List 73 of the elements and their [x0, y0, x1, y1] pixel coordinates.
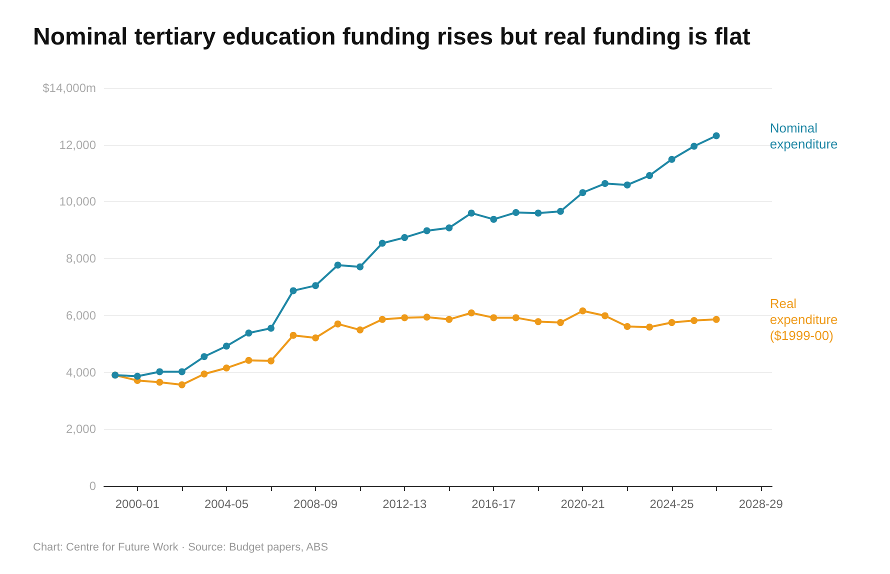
point [624, 181, 631, 188]
point [356, 263, 364, 270]
point [490, 216, 498, 223]
x-tick-label: 2020-21 [560, 497, 606, 511]
point [356, 326, 364, 334]
y-tick-label: 6,000 [66, 308, 96, 322]
point [222, 364, 230, 372]
x-tick-label: 2008-09 [294, 497, 338, 511]
y-tick-label: 12,000 [59, 138, 96, 152]
point [378, 316, 386, 323]
point [490, 314, 498, 322]
point [468, 309, 475, 316]
point [624, 323, 631, 330]
point [268, 324, 274, 332]
point [534, 318, 542, 326]
point [579, 189, 586, 196]
point [401, 314, 408, 322]
point [401, 234, 408, 242]
point [178, 368, 186, 376]
point [178, 381, 186, 388]
point [334, 320, 342, 328]
point [556, 208, 564, 215]
x-tick-label: 2000-01 [115, 497, 160, 511]
point [668, 156, 676, 163]
y-tick-label: 4,000 [66, 365, 96, 380]
point [290, 332, 297, 339]
point [423, 314, 430, 321]
point [222, 342, 230, 350]
point [156, 368, 164, 376]
point [156, 378, 164, 386]
point [602, 312, 608, 320]
y-tick-label: 2,000 [66, 422, 96, 436]
point [312, 334, 320, 342]
point [134, 372, 141, 380]
y-tick-label: 10,000 [59, 194, 96, 209]
x-tick-label: 2004-05 [204, 497, 249, 511]
point [200, 370, 208, 378]
text: Nominal expenditure [770, 120, 838, 152]
point [334, 262, 342, 269]
x-tick-label: 2028-29 [738, 497, 784, 511]
point [200, 353, 208, 360]
point [446, 316, 453, 323]
point [690, 142, 698, 150]
x-tick-label: 2016-17 [472, 497, 516, 511]
x-tick-label: 2012-13 [382, 497, 427, 511]
point [556, 319, 564, 326]
point [534, 210, 542, 217]
point [712, 316, 720, 323]
point [646, 324, 654, 331]
point [690, 317, 698, 324]
y-tick-label: $14,000m [42, 81, 96, 95]
text: Real expenditure ($1999-00) [770, 296, 842, 343]
point [646, 172, 654, 180]
point [290, 287, 297, 294]
point [312, 282, 320, 290]
y-tick-label: 0 [89, 479, 96, 493]
point [668, 319, 676, 326]
point [268, 357, 274, 364]
point [468, 210, 475, 217]
chart-title: Nominal tertiary education funding rises but real funding is flat [33, 24, 750, 50]
point [602, 180, 608, 188]
point [245, 330, 252, 337]
x-tick-label: 2024-25 [650, 497, 694, 511]
point [712, 132, 720, 140]
point [245, 356, 252, 364]
point [512, 209, 520, 216]
point [423, 227, 430, 234]
point [579, 307, 586, 314]
y-tick-label: 8,000 [66, 252, 96, 266]
point [512, 314, 520, 322]
point [378, 240, 386, 247]
text: Chart: Centre for Future Work · Source: Budget papers, ABS [33, 542, 328, 554]
point [446, 224, 453, 232]
